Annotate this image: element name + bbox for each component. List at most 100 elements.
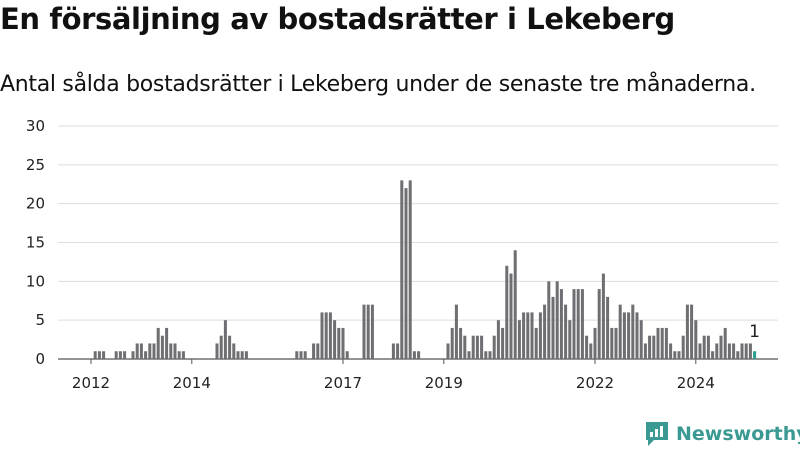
bar [152, 343, 156, 359]
bar [215, 343, 219, 359]
y-tick-label: 0 [35, 350, 45, 368]
bar [165, 327, 169, 359]
bar [123, 351, 127, 359]
bar [400, 180, 404, 359]
y-tick-label: 15 [26, 234, 45, 252]
bar [299, 351, 303, 359]
bar [606, 296, 610, 359]
bar [543, 304, 547, 359]
bar [715, 343, 719, 359]
bar [139, 343, 143, 359]
bar [236, 351, 240, 359]
bar [572, 289, 576, 359]
bar [228, 335, 232, 359]
bar [568, 320, 572, 359]
bar [391, 343, 395, 359]
bar [547, 281, 551, 359]
bar [417, 351, 421, 359]
bar [727, 343, 731, 359]
bar [102, 351, 106, 359]
bar [156, 327, 160, 359]
bar [312, 343, 316, 359]
bar [509, 273, 513, 359]
x-tick-label: 2022 [576, 374, 614, 392]
bars [93, 180, 757, 359]
bar [748, 343, 752, 359]
bar [345, 351, 349, 359]
bar [484, 351, 488, 359]
bar [404, 188, 408, 359]
bar [740, 343, 744, 359]
chart-subtitle: Antal sålda bostadsrätter i Lekeberg und… [0, 72, 756, 97]
bar [303, 351, 307, 359]
bar [480, 335, 484, 359]
bar-highlight [753, 351, 757, 359]
y-tick-label: 10 [26, 272, 45, 290]
bar [169, 343, 173, 359]
bar [295, 351, 299, 359]
x-tick-label: 2012 [72, 374, 110, 392]
bar [648, 335, 652, 359]
y-tick-label: 20 [26, 195, 45, 213]
tick-labels: 0 5 10 15 20 25 30 1 2012 2014 2017 2019 2022 2024 [26, 117, 760, 392]
bar [467, 351, 471, 359]
bar [475, 335, 479, 359]
highlight-data-label: 1 [749, 322, 760, 342]
bar [589, 343, 593, 359]
bar [148, 343, 152, 359]
bar [408, 180, 412, 359]
bar [144, 351, 148, 359]
bar [173, 343, 177, 359]
bar [534, 327, 538, 359]
bar [681, 335, 685, 359]
y-tick-label: 25 [26, 156, 45, 174]
x-tick-label: 2019 [425, 374, 463, 392]
bar [341, 327, 345, 359]
bar [669, 343, 673, 359]
bar [711, 351, 715, 359]
x-tick-label: 2024 [677, 374, 715, 392]
bar [328, 312, 332, 359]
bar [610, 327, 614, 359]
bar [337, 327, 341, 359]
bar [618, 304, 622, 359]
bar [333, 320, 337, 359]
bar [576, 289, 580, 359]
bar [471, 335, 475, 359]
bar [690, 304, 694, 359]
bar [219, 335, 223, 359]
bar [513, 250, 517, 359]
bar [551, 296, 555, 359]
bar [732, 343, 736, 359]
newsworthy-logo-icon [646, 422, 668, 446]
bar [526, 312, 530, 359]
bar [685, 304, 689, 359]
x-tick-label: 2014 [173, 374, 211, 392]
bar [522, 312, 526, 359]
bar [744, 343, 748, 359]
bar [114, 351, 118, 359]
bar [702, 335, 706, 359]
bar [664, 327, 668, 359]
bar [635, 312, 639, 359]
bar [320, 312, 324, 359]
bar [160, 335, 164, 359]
bar [614, 327, 618, 359]
bar [362, 304, 366, 359]
bar [488, 351, 492, 359]
bar [585, 335, 589, 359]
bar [450, 327, 454, 359]
bar [244, 351, 248, 359]
bar [723, 327, 727, 359]
bar [660, 327, 664, 359]
y-tick-label: 5 [35, 311, 45, 329]
bar [622, 312, 626, 359]
bar [316, 343, 320, 359]
bar [459, 327, 463, 359]
bar [517, 320, 521, 359]
brand-name: Newsworthy [676, 423, 800, 445]
bar [118, 351, 122, 359]
brand-logo: Newsworthy [644, 420, 800, 448]
bar [639, 320, 643, 359]
